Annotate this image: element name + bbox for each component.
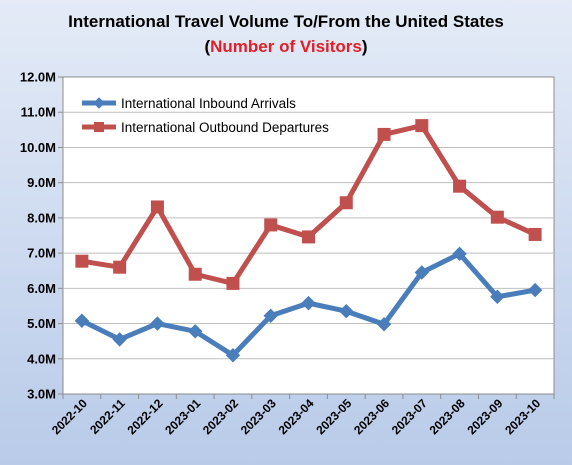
- data-point: [339, 196, 353, 210]
- data-point: [527, 282, 543, 298]
- x-tick-label: 2023-03: [238, 396, 279, 437]
- data-point: [490, 210, 504, 224]
- chart-subtitle: (Number of Visitors): [0, 35, 572, 59]
- y-axis-ticks: 3.0M 4.0M 5.0M 6.0M 7.0M 8.0M 9.0M 10.0M 11.0M 12…: [20, 70, 63, 402]
- data-point: [150, 200, 164, 214]
- y-tick-label: 11.0M: [21, 105, 56, 120]
- data-point: [264, 218, 278, 232]
- x-tick-label: 2023-02: [200, 396, 241, 437]
- x-tick-label: 2022-10: [49, 396, 90, 437]
- x-tick-label: 2022-12: [124, 396, 165, 437]
- data-point: [377, 127, 391, 141]
- y-tick-label: 5.0M: [27, 316, 56, 331]
- data-point: [490, 289, 505, 304]
- data-point: [453, 179, 467, 193]
- data-point: [75, 254, 89, 268]
- data-point: [301, 295, 316, 311]
- y-tick-label: 8.0M: [27, 210, 56, 225]
- legend-label: International Outbound Departures: [121, 120, 329, 135]
- data-point: [415, 119, 429, 133]
- x-tick-label: 2023-10: [502, 396, 543, 437]
- x-tick-label: 2023-09: [464, 396, 505, 437]
- y-tick-label: 9.0M: [27, 175, 56, 190]
- x-axis-ticks: 2022-102022-112022-122023-012023-022023-…: [49, 394, 555, 437]
- series-inbound-arrivals: [74, 246, 543, 363]
- x-tick-label: 2023-01: [162, 396, 203, 437]
- data-point: [226, 276, 240, 290]
- legend-marker: [93, 97, 105, 109]
- data-point: [150, 316, 165, 331]
- gridlines: [63, 111, 554, 360]
- y-tick-label: 12.0M: [20, 70, 56, 85]
- data-point: [528, 227, 542, 241]
- legend-marker: [94, 122, 104, 132]
- data-point: [414, 265, 430, 280]
- data-point: [452, 246, 467, 262]
- x-tick-label: 2023-05: [313, 396, 354, 437]
- data-point: [376, 317, 392, 332]
- y-tick-label: 10.0M: [20, 140, 56, 155]
- x-tick-label: 2022-11: [87, 396, 128, 437]
- x-tick-label: 2023-07: [389, 396, 430, 437]
- x-tick-label: 2023-06: [351, 396, 392, 437]
- x-tick-label: 2023-08: [427, 396, 468, 437]
- y-tick-label: 3.0M: [27, 387, 56, 402]
- data-point: [339, 304, 354, 319]
- data-point: [225, 348, 241, 363]
- data-point: [187, 324, 203, 339]
- data-point: [188, 267, 202, 281]
- data-point: [113, 260, 127, 274]
- series-layer: [74, 119, 543, 363]
- data-point: [263, 308, 278, 324]
- chart-title: International Travel Volume To/From the …: [68, 12, 504, 31]
- legend: International Inbound Arrivals Internatio…: [82, 96, 329, 135]
- data-point: [74, 313, 90, 328]
- y-tick-label: 6.0M: [27, 281, 56, 296]
- data-point: [112, 332, 127, 347]
- series-outbound-departures: [75, 119, 542, 290]
- subtitle-close: ): [361, 37, 368, 56]
- legend-label: International Inbound Arrivals: [121, 96, 296, 111]
- subtitle-highlight: Number of Visitors: [210, 37, 362, 56]
- x-tick-label: 2023-04: [276, 396, 317, 437]
- y-tick-label: 7.0M: [27, 246, 56, 261]
- data-point: [302, 230, 315, 244]
- y-tick-label: 4.0M: [27, 351, 56, 366]
- subtitle-open: (: [204, 37, 211, 56]
